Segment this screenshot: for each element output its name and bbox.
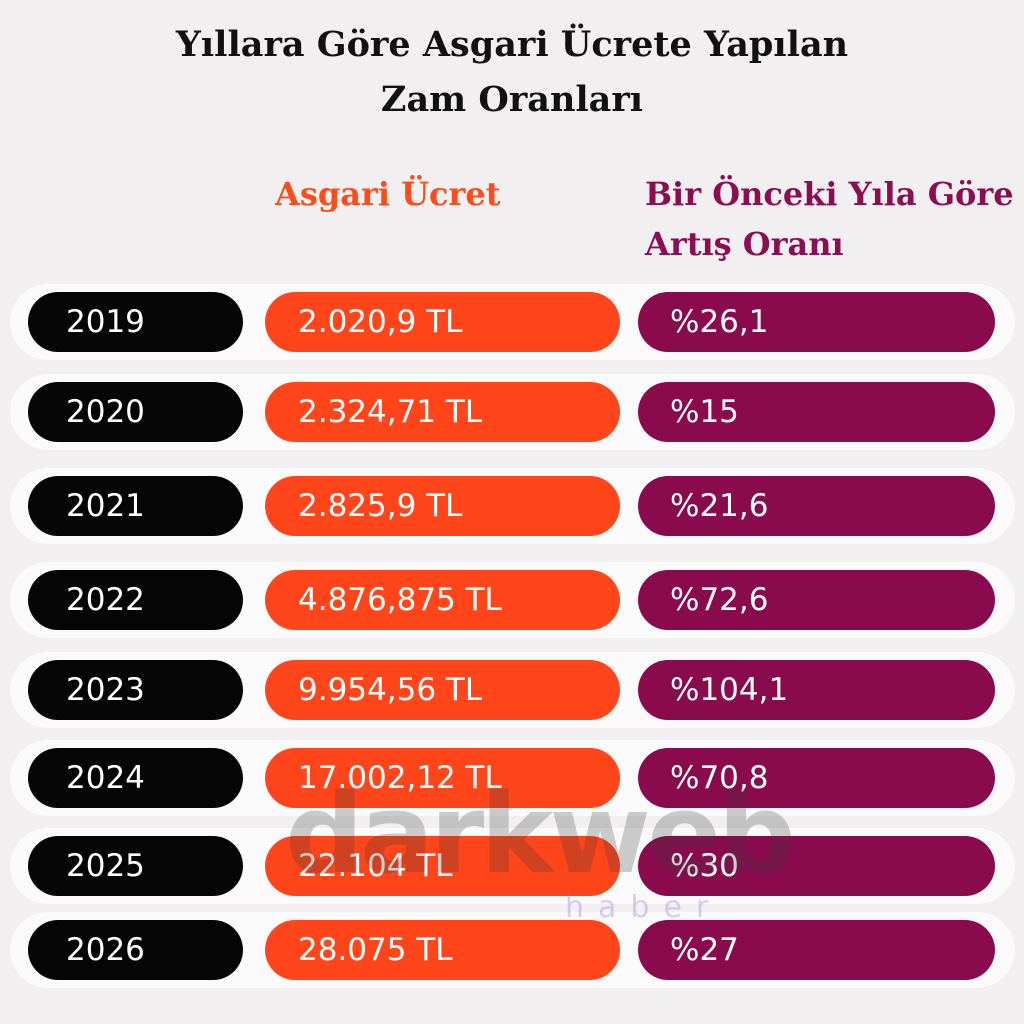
year-cell: 2024 — [28, 748, 243, 808]
year-cell: 2020 — [28, 382, 243, 442]
year-cell: 2023 — [28, 660, 243, 720]
year-cell: 2019 — [28, 292, 243, 352]
watermark: darkweb — [285, 770, 796, 898]
wage-cell: 28.075 TL — [265, 920, 620, 980]
rate-cell: %27 — [638, 920, 995, 980]
rate-cell: %72,6 — [638, 570, 995, 630]
rate-cell: %15 — [638, 382, 995, 442]
wage-cell: 22.104 TL — [265, 836, 620, 896]
column-header: Bir Önceki Yıla Göre — [645, 175, 1014, 213]
column-header: Asgari Ücret — [275, 175, 501, 213]
wage-cell: 17.002,12 TL — [265, 748, 620, 808]
year-cell: 2021 — [28, 476, 243, 536]
wage-cell: 4.876,875 TL — [265, 570, 620, 630]
year-cell: 2026 — [28, 920, 243, 980]
column-header: Artış Oranı — [645, 225, 844, 263]
rate-cell: %26,1 — [638, 292, 995, 352]
title-line: Zam Oranları — [380, 79, 644, 120]
year-cell: 2025 — [28, 836, 243, 896]
rate-cell: %30 — [638, 836, 995, 896]
rate-cell: %104,1 — [638, 660, 995, 720]
wage-cell: 2.825,9 TL — [265, 476, 620, 536]
title-line: Yıllara Göre Asgari Ücrete Yapılan — [175, 24, 849, 65]
watermark-sub: haber — [565, 890, 723, 925]
rate-cell: %70,8 — [638, 748, 995, 808]
wage-cell: 2.324,71 TL — [265, 382, 620, 442]
year-cell: 2022 — [28, 570, 243, 630]
rate-cell: %21,6 — [638, 476, 995, 536]
wage-cell: 2.020,9 TL — [265, 292, 620, 352]
wage-cell: 9.954,56 TL — [265, 660, 620, 720]
